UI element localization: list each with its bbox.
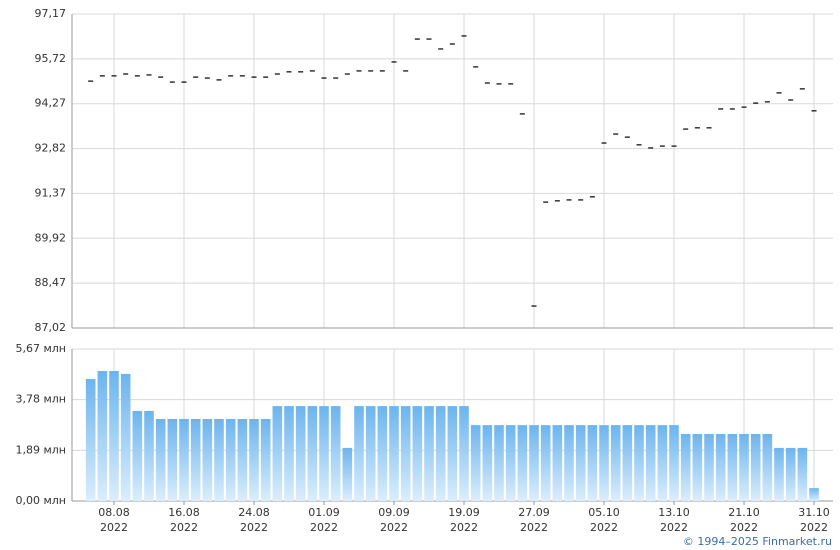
bar bbox=[132, 410, 143, 501]
x-tick-label: 24.08 2022 bbox=[238, 506, 270, 534]
x-tick-label: 08.08 2022 bbox=[98, 506, 130, 534]
bar bbox=[587, 425, 598, 501]
bar bbox=[785, 447, 796, 501]
bar bbox=[797, 447, 808, 501]
bar bbox=[494, 425, 504, 501]
bar bbox=[715, 433, 726, 501]
x-tick-label: 27.09 2022 bbox=[518, 506, 550, 534]
bar bbox=[120, 373, 131, 501]
bar bbox=[155, 418, 166, 501]
bar bbox=[645, 425, 656, 501]
bar bbox=[680, 433, 691, 501]
bar bbox=[260, 418, 271, 501]
credit: © 1994–2025 Finmarket.ru bbox=[682, 535, 832, 548]
y-tick-label: 0,00 млн bbox=[15, 494, 66, 507]
bar bbox=[459, 406, 469, 501]
bar bbox=[237, 418, 248, 501]
bar bbox=[762, 433, 773, 501]
y-tick-label: 3,78 млн bbox=[15, 393, 66, 406]
y-tick-label: 1,89 млн bbox=[15, 443, 66, 456]
x-tick-label: 05.10 2022 bbox=[588, 506, 620, 534]
bar bbox=[750, 433, 761, 501]
bar bbox=[190, 418, 201, 501]
x-tick-label: 09.09 2022 bbox=[378, 506, 410, 534]
bar bbox=[634, 425, 644, 501]
bar bbox=[307, 406, 318, 501]
bar bbox=[435, 406, 446, 501]
x-tick-label: 31.10 2022 bbox=[798, 506, 830, 534]
bar bbox=[214, 418, 224, 501]
bar bbox=[295, 406, 306, 501]
x-tick-label: 21.10 2022 bbox=[728, 506, 760, 534]
x-tick-label: 01.09 2022 bbox=[308, 506, 340, 534]
bar bbox=[447, 406, 458, 501]
bar bbox=[809, 488, 819, 501]
bar bbox=[202, 418, 213, 501]
bar bbox=[575, 425, 586, 501]
bar bbox=[97, 370, 108, 501]
bar bbox=[225, 418, 236, 501]
bar bbox=[529, 425, 539, 501]
bar bbox=[85, 379, 96, 501]
y-tick-label: 5,67 млн bbox=[15, 342, 66, 355]
bar bbox=[517, 425, 528, 501]
bar bbox=[365, 406, 376, 501]
x-tick-label: 13.10 2022 bbox=[658, 506, 690, 534]
y-tick-label: 88,47 bbox=[35, 276, 67, 289]
bar bbox=[482, 425, 493, 501]
bar bbox=[389, 406, 399, 501]
y-tick-label: 91,37 bbox=[35, 186, 67, 199]
bar bbox=[774, 447, 784, 501]
bar bbox=[330, 406, 341, 501]
y-tick-label: 89,92 bbox=[35, 231, 67, 244]
bar bbox=[470, 425, 481, 501]
x-tick-label: 19.09 2022 bbox=[448, 506, 480, 534]
x-tick-label: 16.08 2022 bbox=[168, 506, 200, 534]
bar bbox=[552, 425, 563, 501]
y-tick-label: 95,72 bbox=[35, 52, 67, 65]
bar bbox=[412, 406, 423, 501]
bar bbox=[272, 406, 283, 501]
y-tick-label: 87,02 bbox=[35, 321, 67, 334]
y-tick-label: 94,27 bbox=[35, 97, 67, 110]
bar bbox=[179, 418, 189, 501]
bar bbox=[599, 425, 609, 501]
bar bbox=[354, 406, 364, 501]
bar bbox=[622, 425, 633, 501]
bar bbox=[144, 410, 154, 501]
bar bbox=[319, 406, 329, 501]
bar bbox=[400, 406, 411, 501]
bar bbox=[249, 418, 259, 501]
bar bbox=[657, 425, 668, 501]
bar bbox=[109, 370, 119, 501]
bar bbox=[564, 425, 574, 501]
bar bbox=[377, 406, 388, 501]
bar bbox=[704, 433, 714, 501]
bar bbox=[284, 406, 294, 501]
bar bbox=[167, 418, 178, 501]
bar bbox=[669, 425, 679, 501]
bar bbox=[610, 425, 621, 501]
bar bbox=[342, 447, 353, 501]
bar bbox=[424, 406, 434, 501]
bar bbox=[540, 425, 551, 501]
y-tick-label: 92,82 bbox=[35, 142, 67, 155]
y-tick-label: 97,17 bbox=[35, 7, 67, 20]
bar bbox=[727, 433, 738, 501]
bar bbox=[505, 425, 516, 501]
bar bbox=[739, 433, 749, 501]
bar bbox=[692, 433, 703, 501]
